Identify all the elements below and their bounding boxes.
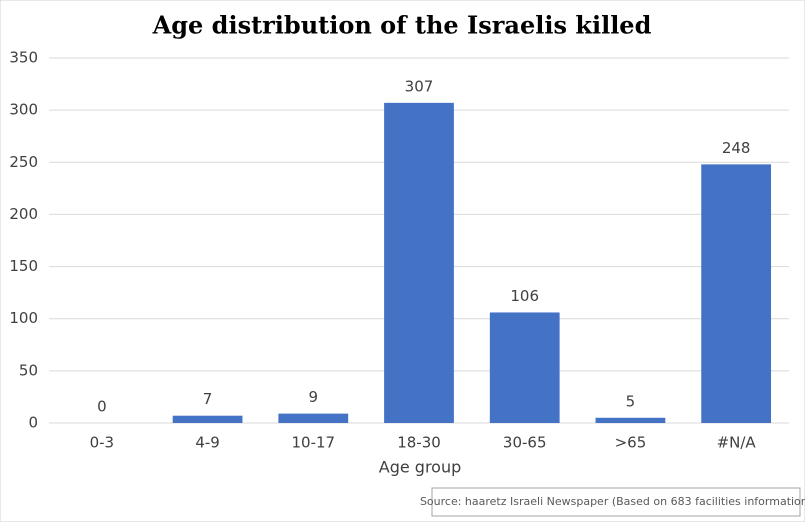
bar (701, 164, 772, 423)
y-tick-label: 100 (9, 309, 38, 327)
data-label: 7 (203, 390, 213, 408)
y-tick-label: 350 (9, 49, 38, 67)
bar (172, 415, 243, 423)
y-tick-label: 250 (9, 153, 38, 171)
source-note: Source: haaretz Israeli Newspaper (Based… (420, 495, 805, 508)
x-tick-label: 30-65 (503, 434, 547, 452)
data-label: 5 (626, 392, 636, 410)
bar (278, 413, 349, 423)
x-axis-label: Age group (379, 458, 462, 477)
y-tick-label: 150 (9, 257, 38, 275)
data-label: 0 (97, 398, 107, 416)
y-tick-label: 300 (9, 101, 38, 119)
bar (595, 417, 666, 423)
bar (384, 102, 454, 423)
data-label: 248 (722, 139, 751, 157)
x-tick-label: 10-17 (291, 434, 335, 452)
x-tick-label: 18-30 (397, 434, 441, 452)
chart-title: Age distribution of the Israelis killed (152, 11, 652, 40)
source-box (431, 487, 801, 517)
y-tick-label: 50 (19, 361, 38, 379)
x-tick-label: 0-3 (90, 434, 115, 452)
x-tick-label: 4-9 (195, 434, 220, 452)
x-tick-label: #N/A (717, 434, 757, 452)
bar (489, 312, 560, 423)
y-tick-label: 200 (9, 205, 38, 223)
data-label: 106 (510, 287, 539, 305)
y-tick-label: 0 (28, 414, 38, 432)
x-tick-label: >65 (615, 434, 647, 452)
data-label: 307 (405, 77, 434, 95)
data-label: 9 (309, 388, 319, 406)
